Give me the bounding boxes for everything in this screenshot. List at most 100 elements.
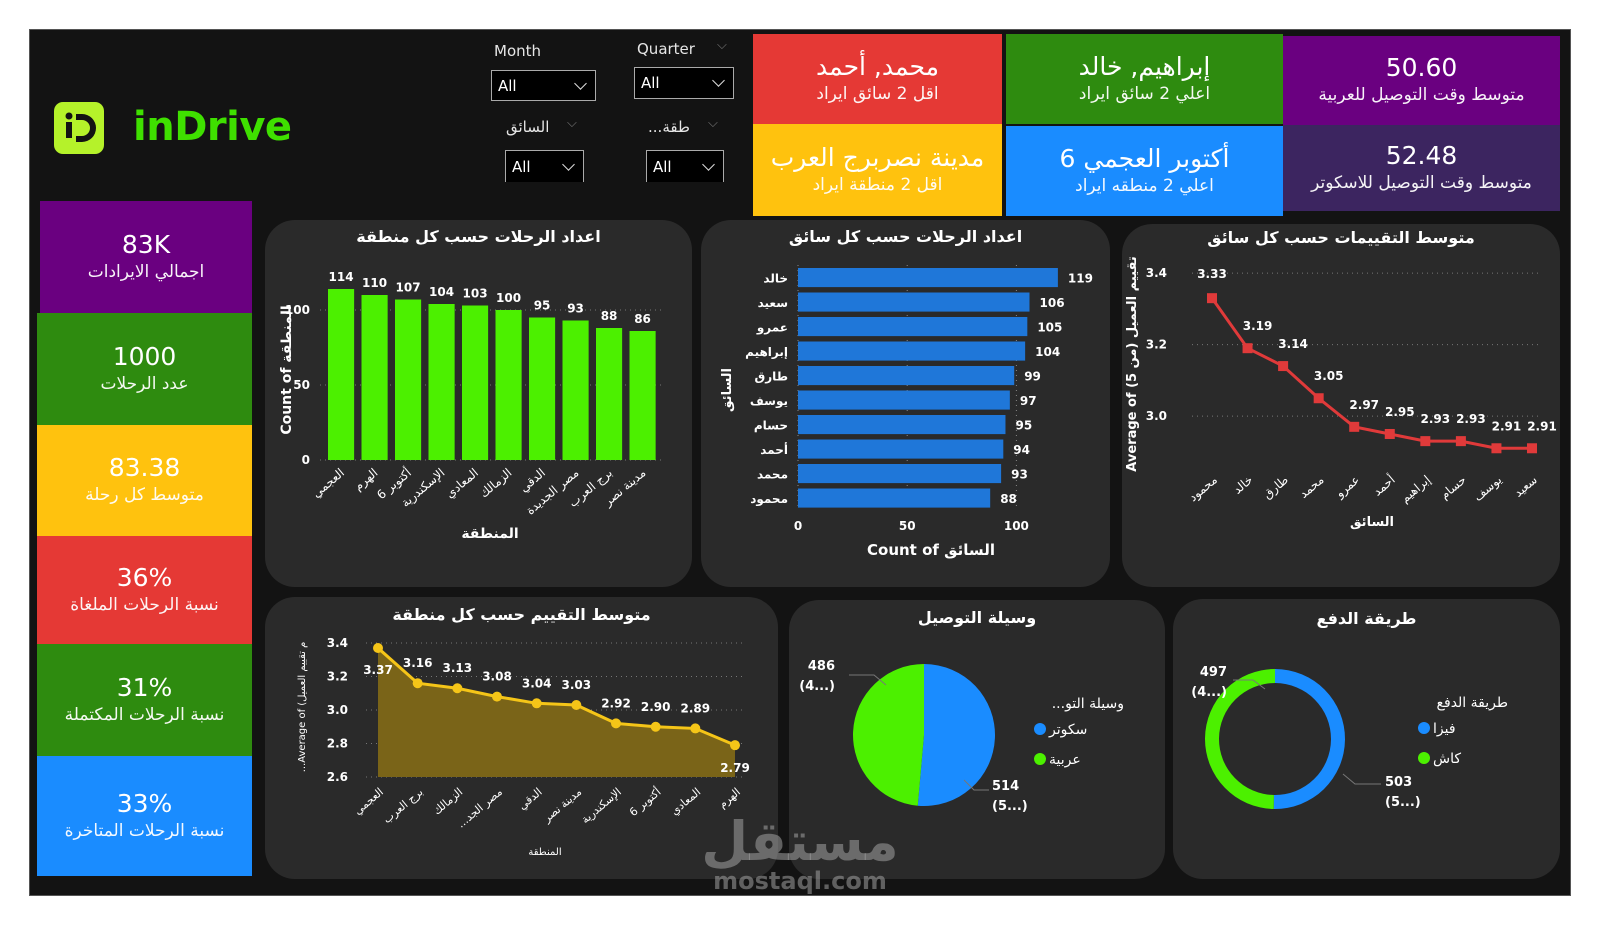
- bar[interactable]: [495, 310, 522, 460]
- chevron-down-icon[interactable]: ⌵: [567, 116, 577, 131]
- filter-driver-label: السائق: [506, 118, 550, 136]
- svg-text:2.93: 2.93: [1456, 412, 1486, 426]
- svg-text:3.03: 3.03: [562, 678, 592, 692]
- svg-text:...وسيلة التو: ...وسيلة التو: [1052, 696, 1124, 712]
- svg-text:إبراهيم: إبراهيم: [1398, 473, 1434, 507]
- bar[interactable]: [798, 366, 1015, 386]
- kpi-delayed-rate: 33% نسبة الرحلات المتاخرة: [37, 756, 252, 876]
- data-point[interactable]: [690, 723, 701, 734]
- chart-rating-by-driver: متوسط التقييمات حسب كل سائق 3.0 3.2 3.4 3.3…: [1122, 224, 1560, 587]
- data-point[interactable]: [730, 740, 740, 751]
- svg-text:أكتوبر 6: أكتوبر 6: [626, 785, 663, 819]
- filter-driver-dropdown[interactable]: All: [505, 150, 584, 182]
- svg-text:3.0: 3.0: [1146, 409, 1167, 423]
- chevron-down-icon: [562, 157, 575, 171]
- kpi-value: 36%: [116, 562, 173, 592]
- svg-text:3.14: 3.14: [1278, 337, 1308, 351]
- kpi-label: متوسط كل رحلة: [85, 485, 204, 506]
- line-chart-plot[interactable]: 3.0 3.2 3.4 3.33 محمود 3.19 خالد 3.14 طارق 3.05 مح…: [1122, 224, 1560, 587]
- card-top-regions-revenue: أكتوبر العجمي 6 اعلي 2 منطقه ايراد: [1006, 126, 1283, 216]
- bar[interactable]: [462, 305, 489, 461]
- bar[interactable]: [798, 415, 1006, 435]
- svg-text:119: 119: [1068, 272, 1093, 286]
- data-point[interactable]: [1384, 428, 1395, 439]
- card-value: 50.60: [1385, 53, 1458, 83]
- bar[interactable]: [798, 488, 991, 508]
- data-point[interactable]: [1349, 421, 1360, 432]
- chart-title: وسيلة التوصيل: [917, 608, 1037, 627]
- bar[interactable]: [798, 268, 1058, 288]
- bar[interactable]: [798, 464, 1002, 484]
- bar[interactable]: [428, 304, 455, 460]
- chevron-down-icon[interactable]: ⌵: [708, 116, 718, 131]
- pie-chart-plot[interactable]: 514 (5...) 486 (4...) ...وسيلة التو سكوتر عربي…: [789, 600, 1165, 879]
- pie-slice[interactable]: [1204, 669, 1275, 809]
- svg-text:Average of (5 تقييم العميل (من: Average of (5 تقييم العميل (من: [1125, 256, 1140, 471]
- legend-dot-icon: [1034, 753, 1046, 765]
- bar[interactable]: [798, 439, 1004, 459]
- kpi-label: اجمالي الايرادات: [87, 261, 205, 282]
- svg-text:99: 99: [1024, 370, 1041, 384]
- data-point[interactable]: [452, 683, 463, 694]
- data-point[interactable]: [1455, 436, 1466, 447]
- filter-region-dropdown[interactable]: All: [646, 150, 724, 182]
- svg-text:104: 104: [1035, 345, 1060, 359]
- svg-text:خالد: خالد: [763, 272, 788, 286]
- svg-text:3.2: 3.2: [327, 670, 348, 684]
- bar[interactable]: [596, 328, 623, 460]
- chart-delivery-vehicle: وسيلة التوصيل 514 (5...) 486 (4...) ...وسيلة…: [789, 600, 1165, 879]
- chevron-down-icon[interactable]: ⌵: [717, 38, 727, 53]
- card-value: أكتوبر العجمي 6: [1059, 143, 1230, 173]
- data-point[interactable]: [1278, 361, 1289, 372]
- data-point[interactable]: [412, 678, 423, 689]
- data-point[interactable]: [531, 698, 542, 709]
- data-point[interactable]: [1242, 343, 1253, 354]
- filter-quarter-dropdown[interactable]: All: [634, 67, 734, 99]
- kpi-label: نسبة الرحلات المتاخرة: [64, 820, 225, 841]
- svg-text:503: 503: [1385, 775, 1412, 790]
- svg-text:محمد: محمد: [1297, 473, 1327, 501]
- pie-slice[interactable]: [917, 664, 995, 806]
- data-point[interactable]: [1491, 443, 1502, 454]
- filter-month-dropdown[interactable]: All: [491, 70, 596, 101]
- bar[interactable]: [629, 331, 656, 460]
- svg-text:100: 100: [285, 303, 310, 317]
- data-point[interactable]: [492, 691, 502, 702]
- data-point[interactable]: [1313, 393, 1324, 404]
- svg-text:3.13: 3.13: [443, 661, 473, 675]
- watermark-arabic: مستقل: [701, 810, 899, 873]
- svg-text:الزمالك: الزمالك: [477, 466, 515, 502]
- data-point[interactable]: [1420, 436, 1431, 447]
- data-point[interactable]: [373, 643, 383, 654]
- svg-text:100: 100: [496, 291, 521, 305]
- bar[interactable]: [529, 317, 556, 461]
- kpi-label: نسبة الرحلات المكتملة: [64, 704, 225, 725]
- bar[interactable]: [798, 317, 1028, 337]
- area-chart-plot[interactable]: 2.6 2.8 3.0 3.2 3.4 3.37 العجمي 3.16 برج العرب 3.…: [265, 597, 778, 879]
- bar[interactable]: [562, 320, 589, 461]
- data-point[interactable]: [571, 699, 582, 710]
- svg-text:3.19: 3.19: [1243, 319, 1273, 333]
- card-label: اعلي 2 سائق ايراد: [1078, 83, 1211, 104]
- bar[interactable]: [328, 289, 355, 460]
- bar[interactable]: [798, 341, 1026, 361]
- bar[interactable]: [361, 295, 388, 460]
- svg-text:العجمي: العجمي: [351, 785, 386, 817]
- data-point[interactable]: [1527, 443, 1537, 454]
- svg-text:95: 95: [1015, 419, 1032, 433]
- pie-slice[interactable]: [1273, 669, 1345, 809]
- bar[interactable]: [395, 299, 422, 461]
- data-point[interactable]: [1207, 293, 1217, 304]
- card-label: متوسط وقت التوصيل للاسكوتر: [1311, 172, 1532, 193]
- bar[interactable]: [798, 292, 1030, 312]
- hbar-chart-plot[interactable]: 0 50 100 119 خالد 106 سعيد 105 عمرو 104 إبراهيم 99 ط…: [701, 220, 1110, 587]
- svg-text:2.93: 2.93: [1421, 412, 1451, 426]
- bar[interactable]: [798, 390, 1010, 410]
- data-point[interactable]: [611, 718, 621, 729]
- donut-chart-plot[interactable]: 503 (5...) 497 (4...) طريقة الدفع فيزا كاش: [1173, 599, 1560, 879]
- pie-slice[interactable]: [853, 664, 924, 806]
- svg-text:3.04: 3.04: [522, 676, 552, 690]
- svg-text:(5...): (5...): [992, 799, 1028, 814]
- data-point[interactable]: [650, 721, 661, 732]
